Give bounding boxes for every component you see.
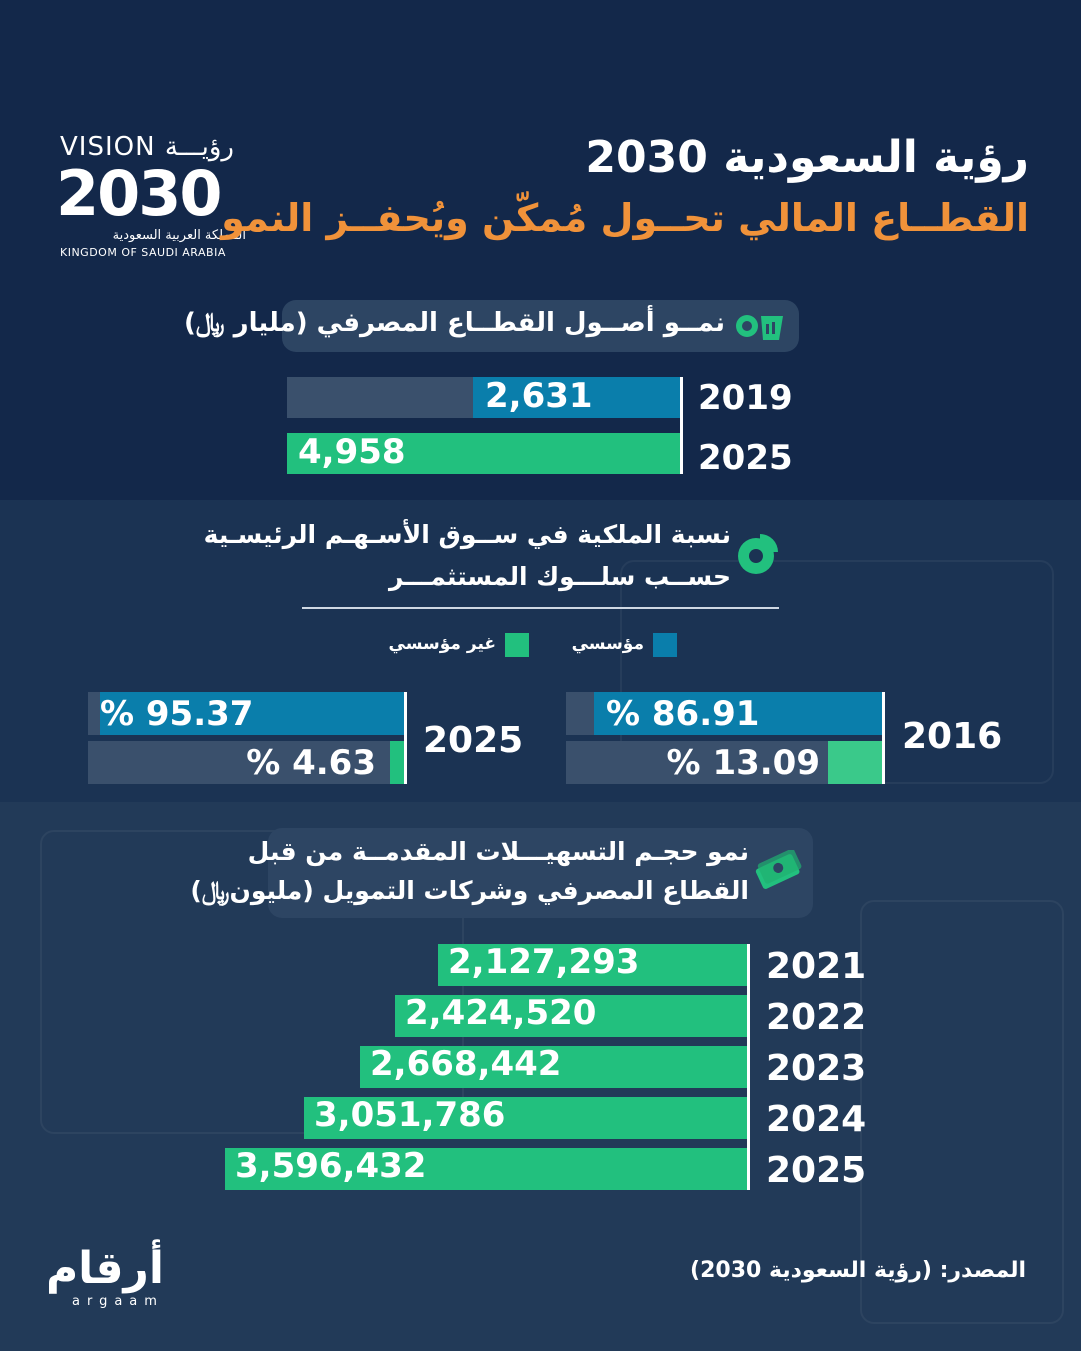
value-label: % 4.63 <box>246 743 376 783</box>
axis-line <box>882 692 885 784</box>
value-label: 2,127,293 <box>448 942 640 982</box>
brand-ar: أرقام <box>45 1243 164 1294</box>
value-label: 4,958 <box>298 432 406 472</box>
argaam-logo: أرقام argaam <box>44 1243 164 1310</box>
axis-line <box>747 944 750 1190</box>
bar-2016-institutional <box>594 692 882 735</box>
value-label: 2,631 <box>485 376 593 416</box>
value-label: 2,424,520 <box>405 993 597 1033</box>
axis-line <box>404 692 407 784</box>
brand-en: argaam <box>72 1294 164 1309</box>
tick-label: 2022 <box>766 997 867 1038</box>
ownership-chart-title-line1: نسبة الملكية في ســوق الأسـهـم الرئيسـية <box>203 520 731 549</box>
value-label: 3,596,432 <box>235 1146 427 1186</box>
legend-label-non-institutional: غير مؤسسي <box>388 634 496 654</box>
bar-2025 <box>287 433 680 474</box>
bar-2016-non-institutional <box>828 741 882 784</box>
ownership-track <box>88 741 404 784</box>
facilities-chart-title-line2: القطاع المصرفي وشركات التمويل (مليون﷼) <box>190 876 749 905</box>
vision-2030-logo: VISION رؤيـــة 2030 المملكة العربية السع… <box>56 132 256 262</box>
tick-label: 2016 <box>902 716 1003 757</box>
axis-line <box>680 377 683 474</box>
logo-kingdom-ar: المملكة العربية السعودية <box>112 228 246 243</box>
bar-2019 <box>473 377 680 418</box>
tick-label: 2025 <box>766 1150 867 1191</box>
page-subtitle: القطــاع المالي تحــول مُمكّن ويُحفــز ا… <box>221 196 1029 240</box>
tick-label: 2024 <box>766 1099 867 1140</box>
banknotes-icon <box>755 850 802 889</box>
legend-label-institutional: مؤسسي <box>571 634 644 654</box>
tick-label: 2025 <box>698 438 793 478</box>
background-banknote <box>860 900 1064 1324</box>
value-label: % 86.91 <box>606 694 760 734</box>
logo-year: 2030 <box>56 157 223 230</box>
value-label: 2,668,442 <box>370 1044 562 1084</box>
tick-label: 2019 <box>698 378 793 418</box>
legend-swatch-institutional <box>653 633 677 657</box>
bar-2024 <box>304 1097 747 1139</box>
page-title: رؤية السعودية 2030 <box>585 132 1029 183</box>
logo-vision-text: VISION رؤيـــة <box>60 132 234 162</box>
assets-section-header <box>282 300 799 352</box>
assets-chart-title: نمــو أصــول القطــاع المصرفي (مليار ﷼) <box>183 308 725 338</box>
legend-swatch-non-institutional <box>505 633 529 657</box>
pie-chart-icon <box>738 534 778 574</box>
bar-2022 <box>395 995 747 1037</box>
source-note: المصدر: (رؤية السعودية 2030) <box>690 1258 1026 1283</box>
title-underline <box>302 607 779 609</box>
value-label: % 95.37 <box>100 694 254 734</box>
tick-label: 2025 <box>423 720 524 761</box>
ownership-chart-title-line2: حســب سلـــوك المستثمـــر <box>389 562 731 591</box>
tick-label: 2021 <box>766 946 867 987</box>
facilities-chart-title-line1: نمو حجـم التسهيـــلات المقدمــة من قبل <box>247 837 749 866</box>
bar-2023 <box>360 1046 747 1088</box>
money-bags-gear-icon <box>736 315 783 340</box>
bar-2025-non-institutional <box>390 741 404 784</box>
bar-2025 <box>225 1148 747 1190</box>
value-label: % 13.09 <box>666 743 820 783</box>
facilities-section-header <box>268 828 813 918</box>
bar-2021 <box>438 944 747 986</box>
bar-2025-institutional <box>100 692 404 735</box>
tick-label: 2023 <box>766 1048 867 1089</box>
logo-kingdom-en: KINGDOM OF SAUDI ARABIA <box>60 246 226 259</box>
value-label: 3,051,786 <box>314 1095 506 1135</box>
